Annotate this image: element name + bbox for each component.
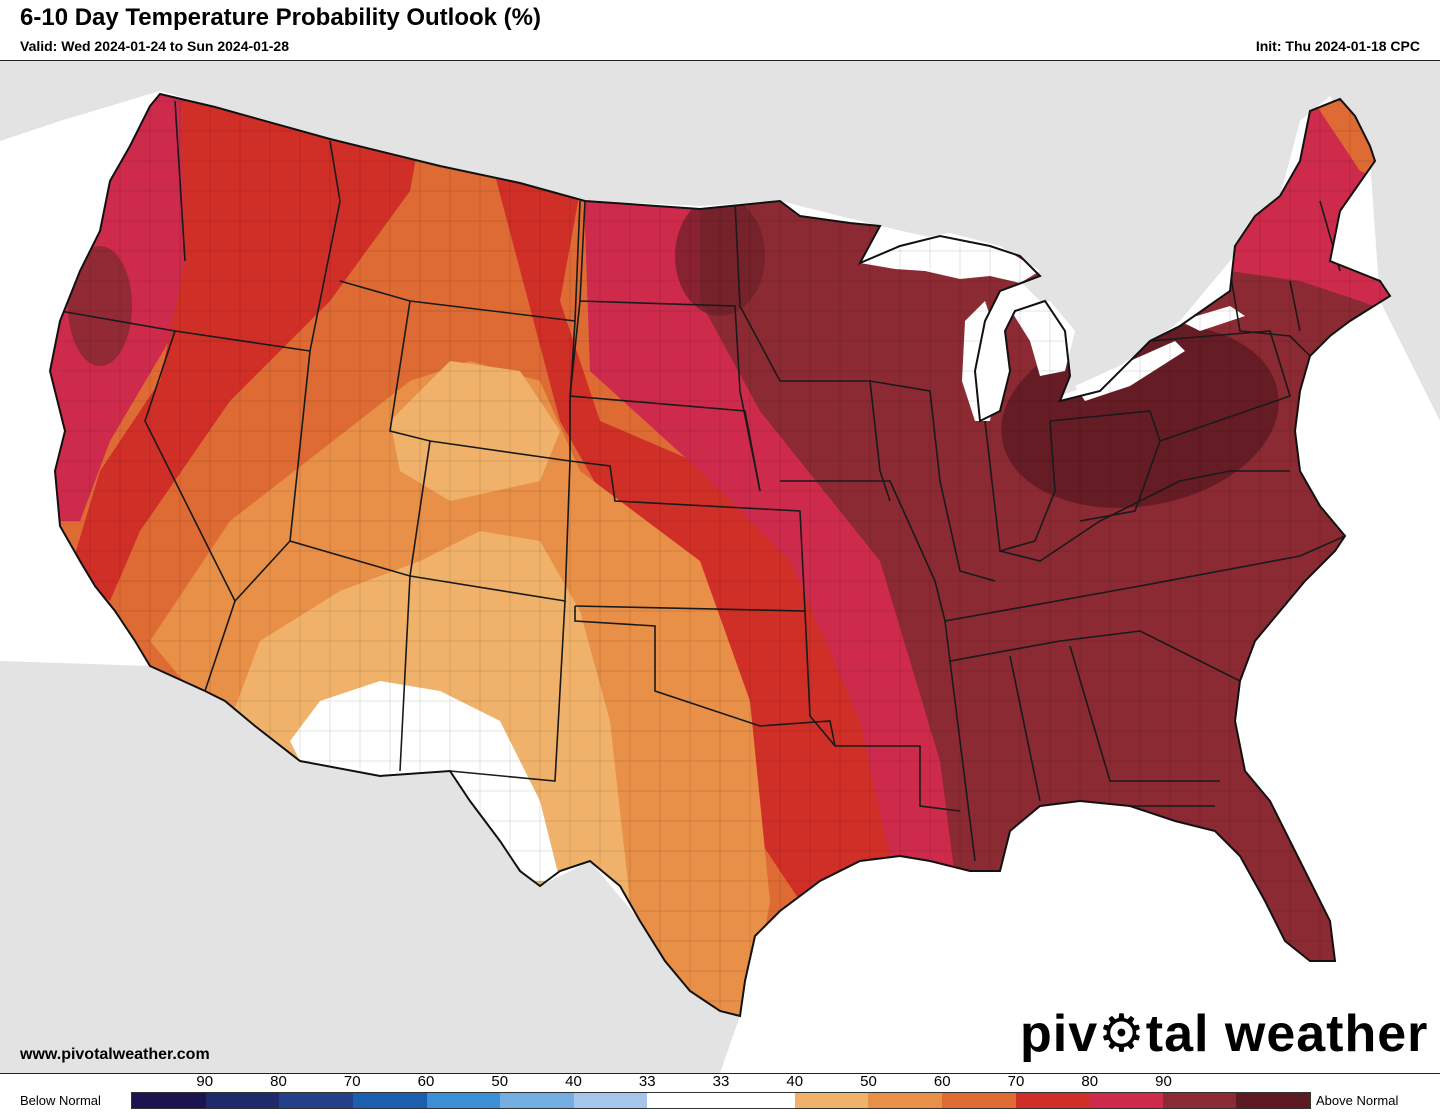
valid-period: Valid: Wed 2024-01-24 to Sun 2024-01-28 — [20, 38, 289, 54]
legend-swatch — [1162, 1093, 1237, 1108]
legend-tick-label: 50 — [491, 1073, 509, 1090]
legend-swatch — [500, 1093, 574, 1108]
init-time: Init: Thu 2024-01-18 CPC — [1255, 38, 1420, 54]
legend-tick-label: 33 — [712, 1073, 730, 1090]
logo-text-before: piv — [1020, 1005, 1099, 1063]
website-url: www.pivotalweather.com — [20, 1046, 210, 1063]
legend-tick-label: 90 — [196, 1073, 214, 1090]
legend-swatch — [868, 1093, 942, 1108]
legend-swatch — [205, 1093, 280, 1108]
legend-swatch — [573, 1093, 648, 1108]
legend-tick-label: 80 — [270, 1073, 287, 1090]
legend-swatch — [132, 1093, 206, 1108]
legend-below-normal: Below Normal — [20, 1093, 101, 1108]
legend-swatch — [279, 1093, 353, 1108]
legend-tick-label: 80 — [1081, 1073, 1099, 1090]
legend-tick-label: 70 — [1007, 1073, 1025, 1090]
legend-swatch — [1089, 1093, 1163, 1108]
gear-icon: ⚙ — [1098, 1005, 1146, 1063]
legend-tick-label: 90 — [1155, 1073, 1172, 1090]
map-title: 6-10 Day Temperature Probability Outlook… — [20, 4, 542, 31]
legend-swatch — [647, 1093, 721, 1108]
lake-ontario — [1180, 306, 1245, 331]
lake-erie — [1075, 341, 1185, 401]
legend-tick-label: 40 — [786, 1073, 804, 1090]
legend-tick-label: 50 — [860, 1073, 877, 1090]
legend-tick-label: 60 — [417, 1073, 435, 1090]
legend-color-bar — [131, 1092, 1311, 1109]
legend-swatch — [794, 1093, 869, 1108]
lake-michigan — [962, 301, 998, 421]
legend-swatch — [426, 1093, 501, 1108]
legend-swatch — [1236, 1093, 1310, 1108]
baja-california — [140, 671, 350, 961]
legend-swatch — [721, 1093, 795, 1108]
legend-swatch — [941, 1093, 1016, 1108]
legend-tick-label: 40 — [565, 1073, 582, 1090]
legend-tick-label: 60 — [933, 1073, 951, 1090]
outlook-map[interactable] — [0, 60, 1440, 1074]
color-legend: Below Normal Above Normal 90 80 70 60 50 40 33… — [0, 1073, 1440, 1113]
legend-swatch — [1015, 1093, 1090, 1108]
logo-text-after: tal weather — [1145, 1005, 1429, 1063]
legend-above-normal: Above Normal — [1316, 1093, 1399, 1108]
legend-tick-label: 70 — [343, 1073, 361, 1090]
state-boundaries — [59, 100, 1346, 862]
legend-swatch — [352, 1093, 427, 1108]
legend-tick-label: 33 — [638, 1073, 656, 1090]
pivotal-weather-logo: piv⚙tal weather — [1020, 1004, 1428, 1064]
mexico-landmass — [0, 661, 740, 1073]
canada-landmass — [0, 61, 1440, 421]
